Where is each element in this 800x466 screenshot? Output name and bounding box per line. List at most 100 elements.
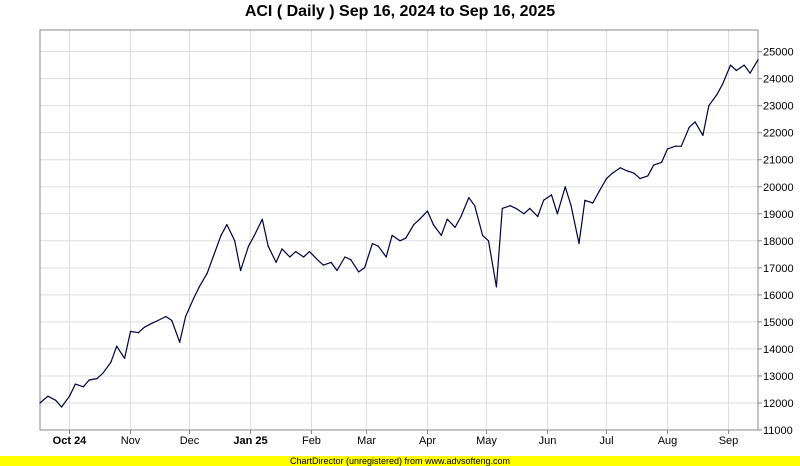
y-tick-label: 20000: [763, 182, 794, 194]
data-point: [633, 172, 635, 174]
data-point: [515, 207, 517, 209]
data-point: [625, 169, 627, 172]
data-point: [460, 215, 462, 218]
data-point: [385, 256, 387, 258]
data-point: [364, 267, 366, 269]
data-point: [694, 121, 696, 123]
data-point: [281, 248, 283, 250]
series-layer: [39, 59, 759, 408]
data-point: [605, 178, 608, 180]
data-point: [212, 256, 214, 258]
data-point: [509, 205, 511, 207]
data-point: [716, 94, 718, 96]
x-tick-label: Nov: [121, 435, 141, 447]
data-point: [391, 234, 393, 236]
price-line: [39, 59, 759, 408]
data-point: [137, 332, 139, 334]
y-tick-label: 17000: [763, 263, 794, 275]
data-point: [226, 224, 228, 226]
data-point: [688, 126, 690, 128]
x-tick-label: Apr: [419, 435, 436, 447]
y-tick-label: 24000: [763, 74, 794, 86]
data-point: [102, 372, 104, 374]
data-point: [474, 205, 476, 207]
data-point: [151, 322, 153, 324]
plot-area: [39, 29, 759, 431]
chart-title: ACI ( Daily ) Sep 16, 2024 to Sep 16, 20…: [244, 3, 556, 20]
data-point: [68, 395, 71, 397]
x-tick-label: Feb: [302, 435, 321, 447]
data-point: [592, 202, 594, 204]
x-tick-label: Dec: [180, 435, 200, 447]
data-point: [611, 172, 614, 174]
data-point: [413, 224, 415, 226]
x-tick-label: Oct 24: [53, 435, 88, 447]
data-point: [303, 256, 305, 258]
data-point: [55, 399, 57, 401]
data-point: [543, 199, 545, 201]
x-axis: Oct 24 Nov Dec Jan 25 Feb Mar Apr May Jun Jul Aug S…: [53, 430, 739, 447]
data-point: [743, 64, 745, 66]
data-point: [74, 383, 76, 385]
data-point: [584, 199, 586, 201]
data-point: [198, 286, 200, 288]
data-point: [171, 319, 173, 322]
data-point: [708, 105, 710, 107]
line-chart: 11000 12000 13000 14000 15000 16000 17000 18000…: [39, 29, 794, 447]
data-point: [330, 261, 332, 263]
data-point: [295, 251, 297, 253]
data-point: [405, 237, 407, 239]
y-tick-label: 13000: [763, 371, 794, 383]
data-point: [185, 315, 187, 318]
data-point: [308, 251, 311, 253]
x-tick-label: Jun: [539, 435, 557, 447]
data-point: [275, 261, 277, 263]
data-point: [674, 145, 677, 147]
data-point: [619, 167, 621, 169]
data-point: [267, 245, 269, 247]
data-point: [261, 218, 263, 220]
data-point: [666, 148, 669, 150]
data-point: [564, 186, 566, 188]
x-tick-label: Aug: [658, 435, 678, 447]
data-point: [247, 245, 250, 247]
y-tick-label: 15000: [763, 317, 794, 329]
data-point: [501, 207, 503, 209]
data-point: [192, 298, 194, 300]
data-point: [110, 361, 112, 363]
data-point: [647, 175, 649, 177]
data-point: [702, 134, 704, 136]
data-point: [680, 145, 682, 147]
data-point: [253, 234, 255, 236]
data-point: [82, 386, 84, 388]
data-point: [735, 69, 738, 72]
y-tick-label: 18000: [763, 236, 794, 248]
y-tick-label: 23000: [763, 101, 794, 113]
data-point: [116, 345, 118, 347]
y-tick-label: 21000: [763, 155, 794, 167]
data-point: [523, 213, 525, 215]
data-point: [639, 178, 641, 180]
data-point: [61, 406, 63, 408]
data-point: [47, 395, 49, 397]
data-point: [722, 83, 724, 85]
data-point: [336, 269, 338, 272]
y-tick-label: 11000: [763, 425, 793, 437]
x-tick-label: May: [476, 435, 497, 447]
data-point: [88, 379, 90, 381]
data-point: [432, 224, 434, 226]
data-point: [344, 256, 346, 258]
data-point: [570, 205, 572, 207]
x-tick-label: Sep: [719, 435, 739, 447]
data-point: [598, 191, 600, 193]
data-point: [426, 210, 429, 212]
data-point: [358, 271, 360, 273]
data-point: [729, 64, 732, 66]
data-point: [143, 326, 145, 328]
y-tick-label: 14000: [763, 344, 794, 356]
data-point: [468, 197, 470, 199]
data-point: [316, 259, 318, 261]
grid-lines: [40, 30, 758, 431]
data-point: [350, 259, 352, 261]
data-point: [487, 240, 490, 242]
